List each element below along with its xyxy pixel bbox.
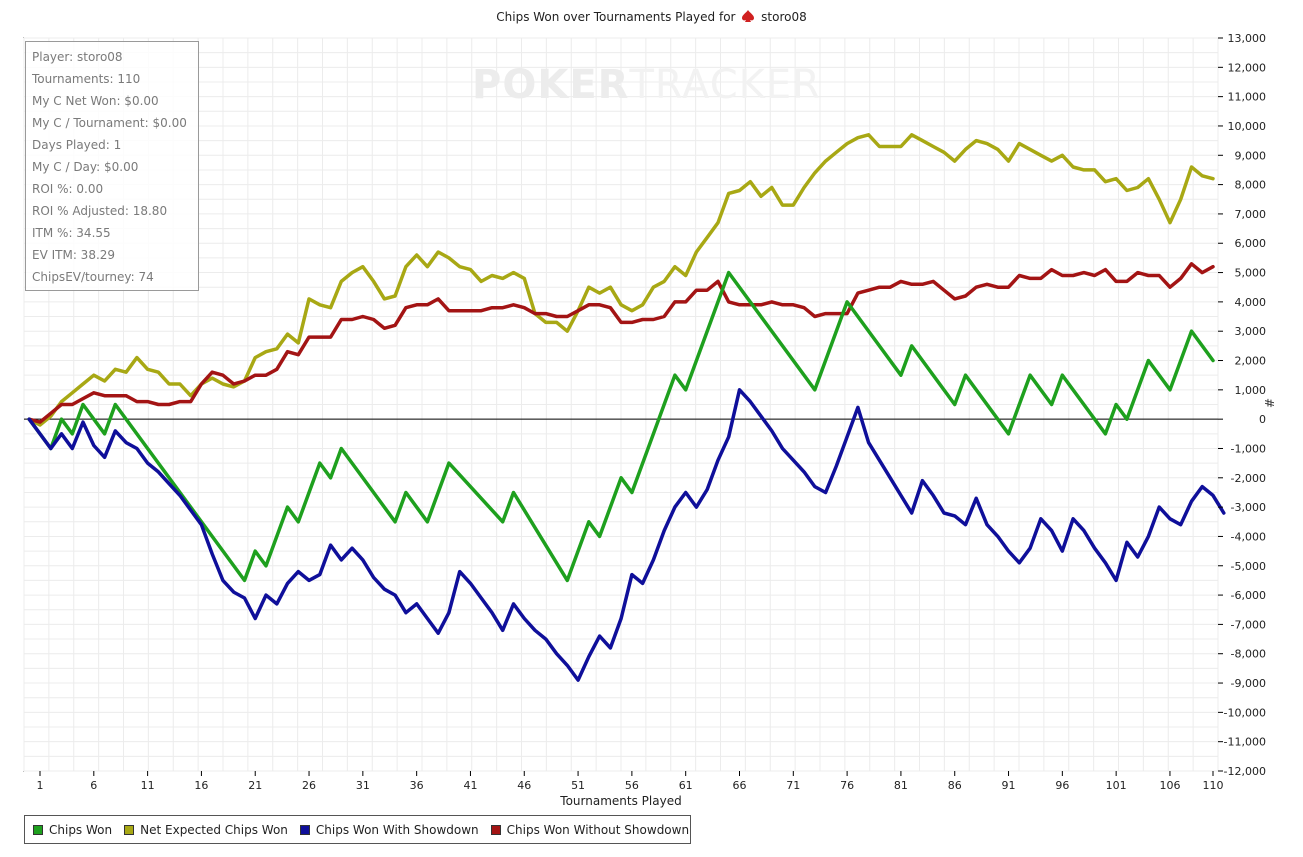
x-tick-label: 91 [1002,779,1016,792]
chart-title-player: storo08 [761,10,807,24]
stat-net-won: My C Net Won: $0.00 [32,94,159,108]
x-tick-label: 76 [840,779,854,792]
legend-swatch [490,824,501,835]
legend-label: Net Expected Chips Won [140,822,288,837]
y-tick-label: -10,000 [1224,706,1266,719]
x-tick-label: 71 [786,779,800,792]
y-axis-label: # [1262,398,1276,409]
x-tick-label: 11 [141,779,155,792]
y-tick-label: 4,000 [1235,296,1267,309]
grid [23,37,1219,772]
legend-label: Chips Won With Showdown [315,822,479,837]
y-tick-label: 7,000 [1235,208,1267,221]
x-tick-label: 6 [90,779,97,792]
stats-box: Player: storo08 Tournaments: 110 My C Ne… [25,41,199,291]
y-tick-label: 0 [1259,413,1266,426]
y-tick-label: -9,000 [1231,677,1266,690]
y-axis-ticks: 13,000 12,000 11,000 10,000 9,000 8,000 7,000 6… [1218,32,1266,778]
x-axis-ticks: 1 6 11 16 21 26 31 36 41 46 51 56 61 66 71 76 81 86 91 96 10… [37,771,1224,792]
series-line-chips-won [27,270,1215,583]
x-tick-label: 61 [679,779,693,792]
legend-item-chips-won[interactable]: Chips Won [33,823,112,837]
y-tick-label: 6,000 [1235,237,1267,250]
stat-per-tournament: My C / Tournament: $0.00 [32,116,187,130]
y-tick-label: -2,000 [1231,472,1266,485]
y-tick-label: 10,000 [1228,120,1267,133]
series-lines [27,133,1226,682]
legend-label: Chips Won Without Showdown [506,822,690,837]
legend-swatch [299,824,310,835]
x-tick-label: 1 [37,779,44,792]
y-tick-label: 13,000 [1228,32,1267,45]
stat-per-day: My C / Day: $0.00 [32,160,139,174]
poker-tracker-watermark: POKERTRACKER [472,62,821,108]
series-line-chips-won-without-showdown [27,262,1215,424]
x-tick-label: 36 [410,779,424,792]
x-axis-label: Tournaments Played [560,794,682,808]
spade-icon [742,10,755,22]
y-tick-label: -12,000 [1224,765,1266,778]
legend-item-without-showdown[interactable]: Chips Won Without Showdown [490,822,690,837]
stat-days-played: Days Played: 1 [32,138,122,152]
x-tick-label: 26 [302,779,316,792]
legend: Chips Won Net Expected Chips Won Chips W… [24,815,691,844]
y-tick-label: -1,000 [1231,442,1266,455]
legend-swatch [33,824,43,835]
y-tick-label: -5,000 [1231,560,1266,573]
y-tick-label: 8,000 [1235,179,1267,192]
x-tick-label: 56 [625,779,639,792]
stat-chipsev: ChipsEV/tourney: 74 [32,270,154,284]
stat-roi-adjusted: ROI % Adjusted: 18.80 [32,204,168,218]
x-tick-label: 41 [463,779,477,792]
series-line-chips-won-with-showdown [27,388,1226,682]
y-tick-label: -8,000 [1231,648,1266,661]
x-tick-label: 81 [894,779,908,792]
x-tick-label: 21 [248,779,262,792]
y-tick-label: -3,000 [1231,501,1266,514]
y-tick-label: 3,000 [1235,325,1267,338]
x-tick-label: 31 [356,779,370,792]
y-tick-label: 9,000 [1235,149,1267,162]
y-tick-label: -11,000 [1224,736,1266,749]
stat-itm: ITM %: 34.55 [32,226,111,240]
stat-player: Player: storo08 [32,50,123,64]
y-tick-label: -7,000 [1231,618,1266,631]
stat-tournaments: Tournaments: 110 [32,72,141,86]
x-tick-label: 106 [1159,779,1180,792]
y-tick-label: -6,000 [1231,589,1266,602]
x-tick-label: 110 [1203,779,1224,792]
series-line-net-expected-chips-won [27,133,1215,427]
x-tick-label: 86 [948,779,962,792]
chart-title: Chips Won over Tournaments Played for st… [0,9,1303,24]
x-tick-label: 96 [1055,779,1069,792]
stat-roi: ROI %: 0.00 [32,182,104,196]
y-tick-label: 11,000 [1228,91,1267,104]
legend-label: Chips Won [49,822,113,837]
y-tick-label: 1,000 [1235,384,1267,397]
y-tick-label: 5,000 [1235,267,1267,280]
x-tick-label: 101 [1106,779,1127,792]
x-tick-label: 66 [732,779,746,792]
x-tick-label: 16 [194,779,208,792]
y-tick-label: -4,000 [1231,530,1266,543]
x-tick-label: 51 [571,779,585,792]
chart-title-text: Chips Won over Tournaments Played for [496,10,736,24]
x-tick-label: 46 [517,779,531,792]
legend-item-with-showdown[interactable]: Chips Won With Showdown [299,822,479,837]
y-tick-label: 2,000 [1235,355,1267,368]
legend-item-net-expected[interactable]: Net Expected Chips Won [124,823,288,837]
y-tick-label: 12,000 [1228,61,1267,74]
legend-swatch [124,824,135,835]
stat-ev-itm: EV ITM: 38.29 [32,248,116,262]
